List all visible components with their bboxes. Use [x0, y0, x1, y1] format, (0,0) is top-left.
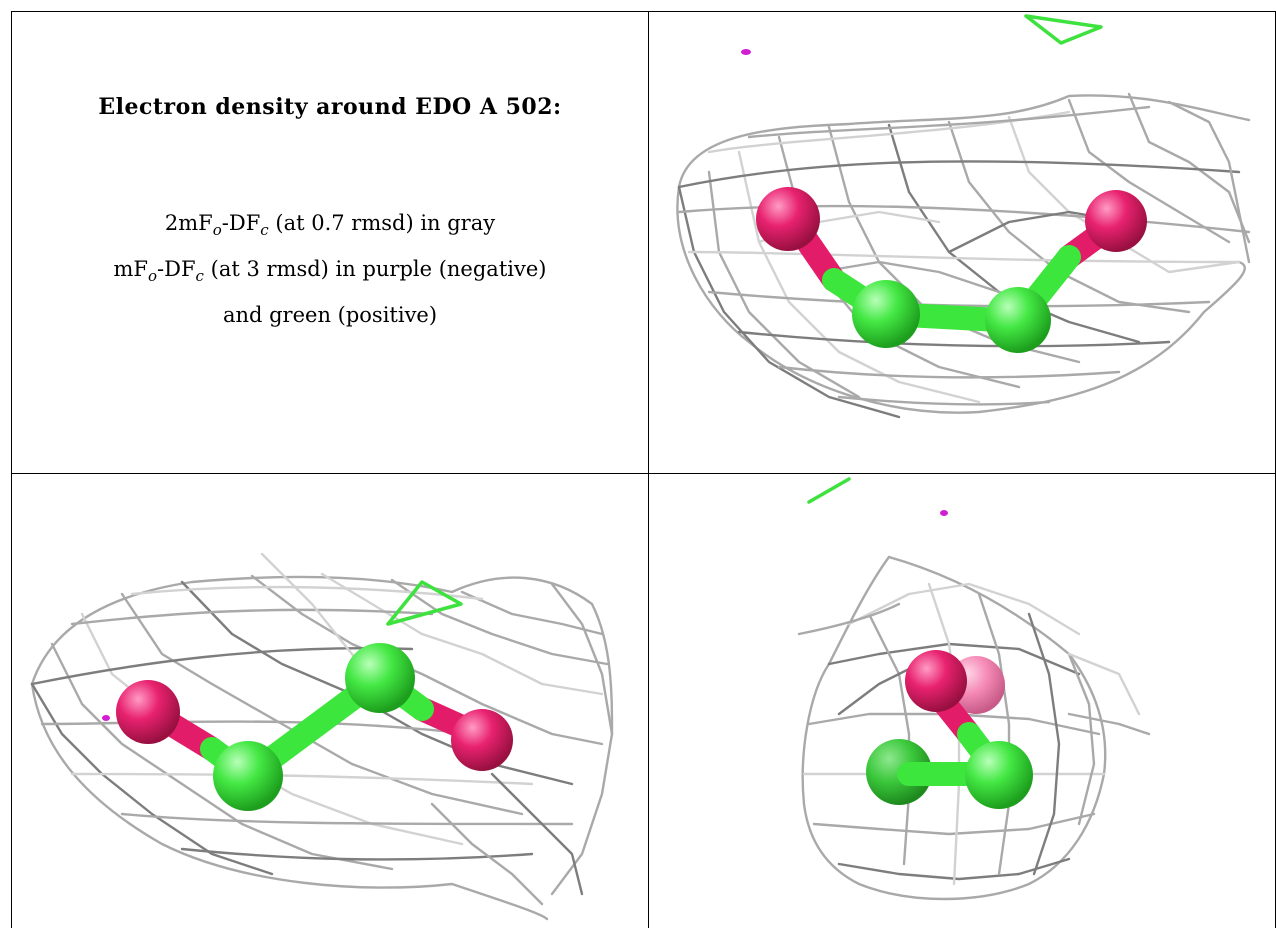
carbon-atom-2: [345, 643, 415, 713]
table-border-top: [11, 11, 1276, 12]
oxygen-atom-1: [905, 650, 967, 712]
positive-density-blob: [1024, 14, 1103, 45]
electron-density-mesh: [797, 555, 1151, 901]
carbon-atom-1: [852, 280, 920, 348]
table-border-middle: [11, 473, 1276, 474]
density-legend: 2mFo-DFc (at 0.7 rmsd) in gray mFo-DFc (…: [12, 204, 648, 335]
oxygen-atom-1: [756, 187, 820, 251]
negative-density-blob: [940, 510, 948, 516]
oxygen-atom-2: [1085, 190, 1147, 252]
density-map-bottom-right: [797, 477, 1151, 901]
table-border-center: [648, 11, 649, 928]
positive-density-blob: [807, 477, 851, 504]
legend-line-fofc: mFo-DFc (at 3 rmsd) in purple (negative): [113, 257, 547, 286]
oxygen-atom-1: [116, 680, 180, 744]
caption-cell: Electron density around EDO A 502: 2mFo-…: [12, 12, 648, 473]
negative-density-blob: [741, 49, 751, 55]
electron-density-mesh: [30, 552, 614, 921]
table-border-left: [11, 11, 12, 928]
figure-title: Electron density around EDO A 502:: [98, 94, 562, 120]
legend-line-2fofc: 2mFo-DFc (at 0.7 rmsd) in gray: [164, 211, 496, 240]
density-map-bottom-left: [30, 552, 614, 921]
carbon-atom-1: [213, 741, 283, 811]
oxygen-atom-2: [451, 709, 513, 771]
legend-line-colors: and green (positive): [222, 303, 438, 328]
view-bottom-right: [649, 474, 1275, 928]
electron-density-mesh: [676, 92, 1251, 419]
negative-density-blob: [102, 715, 110, 721]
view-bottom-left: [12, 474, 648, 928]
carbon-atom-1: [965, 741, 1033, 809]
view-top-right: [649, 12, 1275, 473]
carbon-atom-2: [985, 287, 1051, 353]
density-map-top-right: [676, 14, 1251, 419]
positive-density-blob: [386, 580, 463, 626]
